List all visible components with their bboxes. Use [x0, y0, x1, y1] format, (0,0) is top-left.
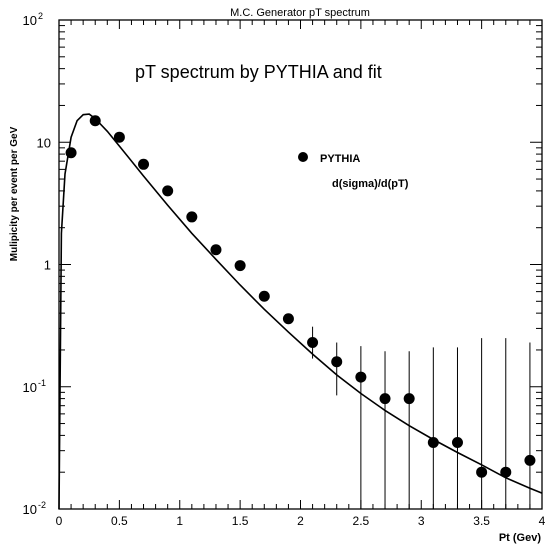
data-point: [476, 466, 488, 478]
y-tick-label: 10: [23, 502, 37, 517]
y-tick-label: 10: [23, 13, 37, 28]
data-point: [500, 466, 512, 478]
data-point: [234, 260, 246, 272]
x-tick-label: 0: [56, 514, 63, 528]
data-point: [65, 147, 77, 159]
data-point: [162, 185, 174, 197]
data-point: [403, 393, 415, 405]
y-tick-label: 1: [44, 258, 51, 273]
x-tick-label: 3: [418, 514, 425, 528]
x-tick-label: 4: [539, 514, 546, 528]
legend: PYTHIA d(sigma)/d(pT): [298, 152, 409, 190]
y-tick-label: 10: [23, 380, 37, 395]
legend-marker: [298, 152, 308, 162]
data-point: [524, 454, 536, 466]
data-point: [186, 211, 198, 223]
data-point: [282, 313, 294, 325]
data-point: [451, 436, 463, 448]
x-tick-label: 0.5: [111, 514, 128, 528]
legend-label-pythia: PYTHIA: [320, 153, 360, 165]
y-tick-label: 10: [37, 135, 51, 150]
ticks-layer: [58, 19, 543, 510]
error-bars: [312, 326, 531, 509]
data-point: [307, 337, 319, 349]
y-axis-label: Mulipicity per event per GeV: [9, 126, 20, 261]
x-tick-label: 1.5: [232, 514, 249, 528]
x-tick-label: 1: [176, 514, 183, 528]
x-axis-label: Pt (Gev): [499, 532, 542, 544]
data-point: [427, 436, 439, 448]
y-tick-exponent: -1: [38, 378, 46, 388]
plot-frame: [58, 19, 543, 510]
x-tick-label: 2: [297, 514, 304, 528]
data-point: [258, 290, 270, 302]
chart-title: M.C. Generator pT spectrum: [230, 7, 370, 19]
data-point: [138, 158, 150, 170]
data-point: [379, 393, 391, 405]
x-tick-label: 2.5: [353, 514, 370, 528]
data-point: [355, 371, 367, 383]
fit-curve: [58, 113, 543, 510]
inner-title: pT spectrum by PYTHIA and fit: [135, 62, 382, 82]
data-point: [331, 356, 343, 368]
data-point: [89, 115, 101, 127]
data-point: [210, 244, 222, 256]
y-tick-exponent: 2: [38, 11, 43, 21]
data-points: [65, 115, 536, 478]
y-tick-exponent: -2: [38, 500, 46, 510]
x-tick-label: 3.5: [473, 514, 490, 528]
legend-label-fit: d(sigma)/d(pT): [332, 178, 409, 190]
data-point: [113, 131, 125, 143]
